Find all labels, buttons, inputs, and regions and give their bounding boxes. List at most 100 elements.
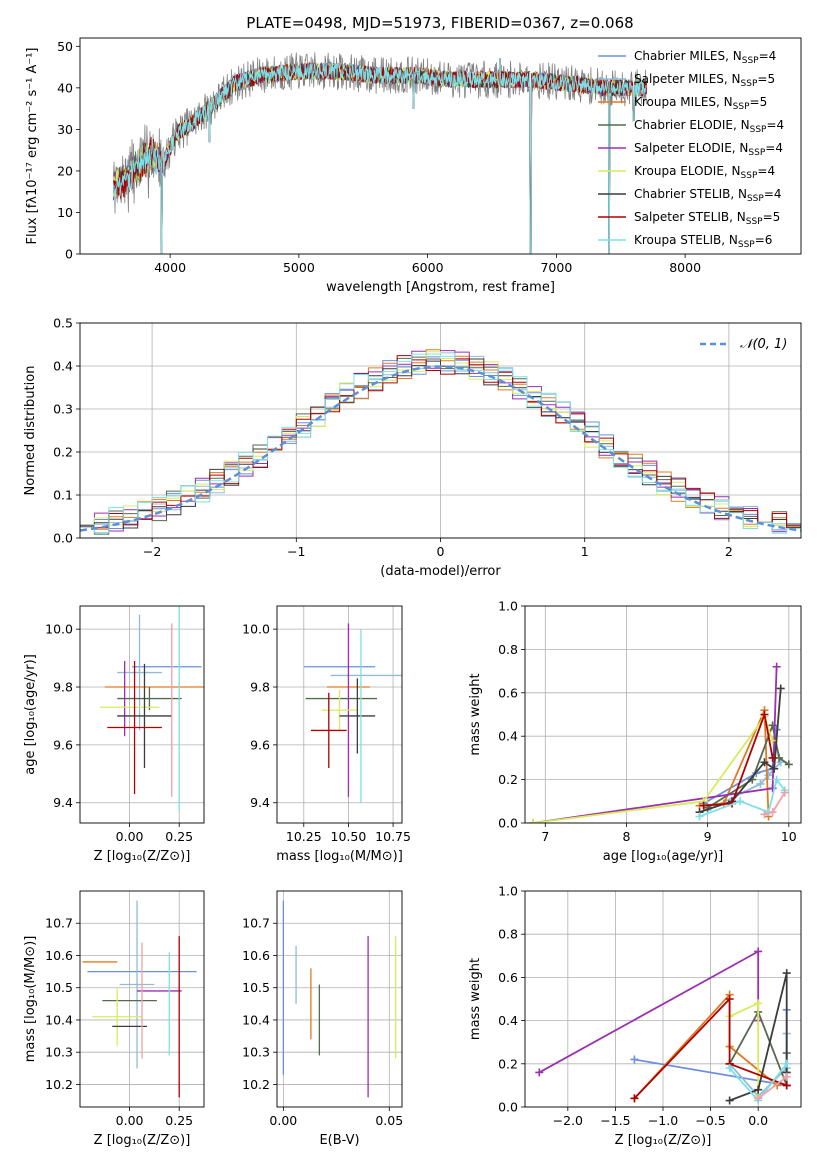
mass-vs-Z-ylabel: mass [log₁₀(M/M⊙)] [23, 936, 38, 1063]
mass-vs-ebv-frame [276, 890, 403, 1108]
residuals-xtick-label: 2 [725, 544, 733, 559]
spectrum-legend-label: Salpeter STELIB, NSSP=5 [634, 210, 780, 227]
age-vs-mass-ytick-label: 9.4 [250, 795, 270, 810]
weight-vs-age-marks [529, 662, 793, 823]
weight-vs-Z-weight-marker [754, 999, 763, 1008]
weight-vs-age-xtick-label: 7 [541, 829, 549, 844]
mass-vs-Z-ytick-label: 10.4 [45, 1012, 73, 1027]
normal-reference-curve [80, 365, 801, 532]
spectrum-legend-label: Kroupa ELODIE, NSSP=4 [634, 164, 775, 181]
age-vs-mass-xtick-label: 10.25 [286, 829, 322, 844]
mass-vs-Z-ytick-label: 10.3 [45, 1045, 73, 1060]
spectrum-marks [113, 52, 647, 254]
age-vs-Z-marks [99, 606, 204, 812]
age-vs-mass-ytick-label: 9.6 [250, 737, 270, 752]
weight-vs-age-weight-marker [768, 753, 777, 762]
mass-vs-ebv-ytick-label: 10.7 [242, 916, 270, 931]
normal-legend-label: 𝒩(0, 1) [740, 337, 787, 352]
spectrum-ytick-label: 30 [57, 122, 73, 137]
spectrum-xtick-label: 7000 [540, 260, 572, 275]
spectrum-legend-label: Salpeter ELODIE, NSSP=4 [634, 141, 783, 158]
spectrum-ytick-label: 20 [57, 163, 73, 178]
mass-vs-Z-ytick-label: 10.6 [45, 948, 73, 963]
weight-vs-Z-weight-marker [782, 969, 791, 978]
weight-vs-age-xtick-label: 9 [704, 829, 712, 844]
weight-vs-age-weight-marker [695, 812, 704, 821]
weight-vs-age-ytick-label: 0.4 [498, 729, 518, 744]
age-vs-Z-frame [79, 605, 205, 824]
age-vs-mass-xtick-label: 10.50 [331, 829, 367, 844]
residuals-xtick-label: −1 [287, 544, 305, 559]
weight-vs-Z-ytick-label: 0.0 [498, 1100, 518, 1115]
weight-vs-age-weight-marker [736, 797, 745, 806]
weight-vs-age-ytick-label: 0.2 [498, 772, 518, 787]
spectrum-legend-label: Chabrier STELIB, NSSP=4 [634, 187, 782, 204]
age-vs-mass-ytick-label: 10.0 [242, 622, 270, 637]
spectrum-legend-label: Salpeter MILES, NSSP=5 [634, 72, 775, 89]
mass-vs-Z-xtick-label: 0.00 [116, 1113, 144, 1128]
weight-vs-age-ylabel: mass weight [468, 673, 483, 755]
mass-vs-Z-ytick-label: 10.2 [45, 1077, 73, 1092]
residuals-ytick-label: 0.1 [53, 488, 73, 503]
mass-vs-ebv-marks [282, 900, 397, 1098]
mass-vs-Z-xlabel: Z [log₁₀(Z/Z⊙)] [94, 1133, 191, 1148]
mass-vs-ebv-ytick-label: 10.5 [242, 980, 270, 995]
weight-vs-age-weight-marker [760, 810, 769, 819]
spectrum-legend-label: Kroupa MILES, NSSP=5 [634, 95, 767, 112]
weight-vs-Z-weight-line [757, 1076, 788, 1100]
spectrum-ytick-label: 40 [57, 80, 73, 95]
weight-vs-Z-xtick-label: −1.5 [600, 1113, 630, 1128]
mass-vs-ebv-ytick-label: 10.3 [242, 1045, 270, 1060]
weight-vs-age-weight-marker [699, 801, 708, 810]
age-vs-mass-xtick-label: 10.75 [375, 829, 411, 844]
weight-vs-age-ytick-label: 1.0 [498, 599, 518, 614]
weight-vs-age-weight-line [703, 713, 774, 807]
age-vs-mass-ytick-label: 9.8 [250, 680, 270, 695]
mass-vs-Z-marks [82, 900, 197, 1098]
weight-vs-age-ytick-label: 0.6 [498, 685, 518, 700]
weight-vs-Z-weight-line [729, 972, 788, 1102]
weight-vs-Z-weight-marker [725, 1064, 734, 1073]
mass-vs-ebv-xlabel: E(B-V) [319, 1133, 359, 1148]
weight-vs-age-xlabel: age [log₁₀(age/yr)] [603, 849, 724, 864]
weight-vs-age-frame [524, 605, 802, 824]
spectrum-xtick-label: 4000 [154, 260, 186, 275]
weight-vs-Z-weight-marker [782, 1059, 791, 1068]
weight-vs-Z-weight-marker [754, 947, 763, 956]
spectrum-legend: Chabrier MILES, NSSP=4 Salpeter MILES, NS… [598, 49, 784, 250]
mass-vs-Z-ytick-label: 10.5 [45, 980, 73, 995]
residuals-ytick-label: 0.4 [53, 359, 73, 374]
spectrum-ytick-label: 10 [57, 205, 73, 220]
weight-vs-Z-weight-marker [535, 1068, 544, 1077]
mass-weight-vs-metallicity-plot: −2.0 −1.5 −1.0 −0.5 0.0 0.0 0.2 0.4 0.6 0.8 1.0 Z [… [468, 884, 802, 1148]
weight-vs-Z-weight-marker [782, 1081, 791, 1090]
age-vs-Z-ytick-label: 9.6 [53, 737, 73, 752]
residuals-ytick-label: 0.2 [53, 445, 73, 460]
weight-vs-age-weight-marker [768, 808, 777, 817]
weight-vs-age-weight-marker [770, 764, 779, 773]
age-vs-Z-xtick-label: 0.00 [116, 829, 144, 844]
spectrum-ytick-label: 50 [57, 39, 73, 54]
residuals-ytick-label: 0.3 [53, 402, 73, 417]
age-vs-Z-ytick-label: 9.8 [53, 680, 73, 695]
age-vs-Z-ylabel: age [log₁₀(age/yr)] [23, 654, 38, 775]
age-vs-mass-frame [276, 605, 403, 824]
residuals-ytick-label: 0.5 [53, 316, 73, 331]
weight-vs-Z-xtick-label: −2.0 [553, 1113, 583, 1128]
weight-vs-age-weight-marker [784, 760, 793, 769]
weight-vs-Z-weight-marker [630, 1094, 639, 1103]
weight-vs-Z-xtick-label: 0.0 [748, 1113, 768, 1128]
weight-vs-Z-xtick-label: −0.5 [695, 1113, 725, 1128]
weight-vs-age-weight-marker [772, 662, 781, 671]
weight-vs-age-weight-marker [529, 819, 538, 823]
weight-vs-age-ytick-label: 0.0 [498, 816, 518, 831]
residual-histogram-plot: −2 −1 0 1 2 0.0 0.1 0.2 0.3 0.4 0.5 (data-model)/er… [23, 316, 802, 579]
figure-title: PLATE=0498, MJD=51973, FIBERID=0367, z=0… [246, 14, 633, 32]
model-spectrum-line [113, 58, 647, 254]
age-vs-Z-xlabel: Z [log₁₀(Z/Z⊙)] [94, 849, 191, 864]
weight-vs-age-ytick-label: 0.8 [498, 642, 518, 657]
weight-vs-Z-marks [535, 947, 791, 1105]
age-vs-Z-xtick-label: 0.25 [165, 829, 193, 844]
weight-vs-Z-weight-marker [725, 995, 734, 1003]
weight-vs-age-weight-marker [772, 775, 781, 784]
